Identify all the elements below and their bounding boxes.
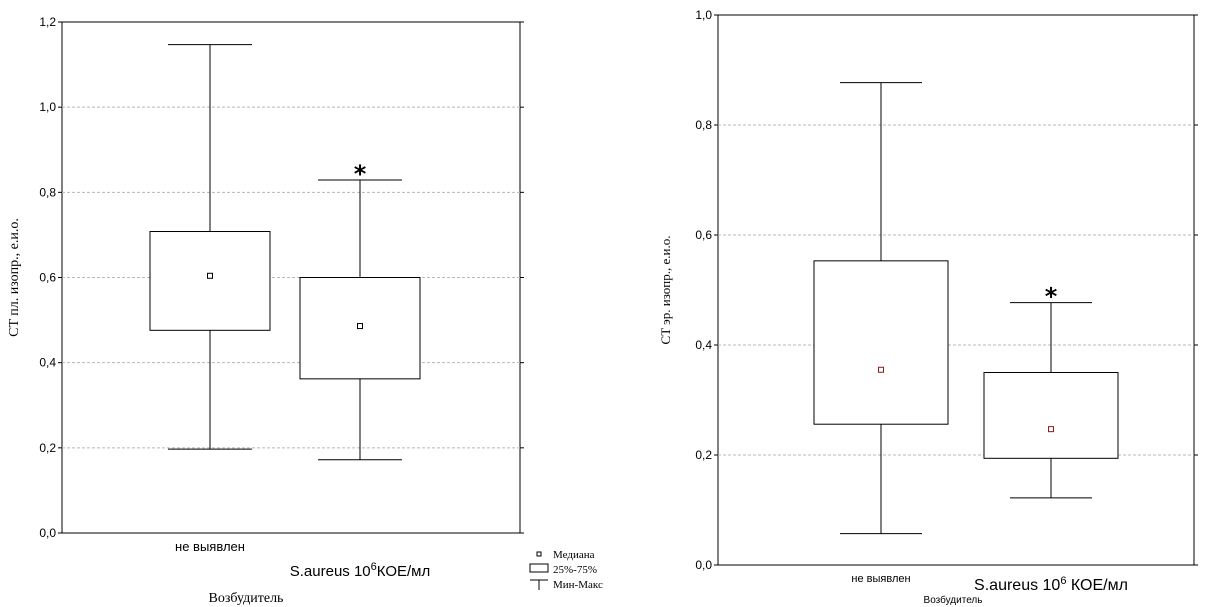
box-plot: *: [983, 283, 1119, 499]
x-tick-labels: не выявлен S.aureus 106 КОЕ/мл: [851, 573, 1128, 594]
y-tick-label: 0,0: [695, 558, 712, 572]
median-marker: [357, 323, 363, 330]
x-axis-label: Возбудитель: [209, 591, 284, 606]
plot-frame: [61, 21, 521, 534]
boxes: *: [149, 44, 421, 461]
legend-label: Медиана: [553, 549, 595, 561]
y-tick-label: 0,6: [39, 271, 56, 285]
y-tick-label: 0,4: [695, 338, 712, 352]
x-tick-label: не выявлен: [851, 573, 910, 585]
gridlines: [718, 124, 1194, 456]
median-marker: [207, 272, 213, 279]
legend-item: Медиана: [536, 549, 595, 561]
y-tick-label: 0,6: [695, 228, 712, 242]
legend-item: 25%-75%: [529, 563, 597, 576]
y-tick-label: 0,8: [695, 118, 712, 132]
significance-marker: *: [1045, 283, 1058, 311]
box-plot: *: [299, 160, 421, 461]
y-tick-label: 1,2: [39, 15, 56, 29]
median-marker: [878, 366, 884, 373]
y-tick-label: 0,2: [39, 441, 56, 455]
y-tick-label: 1,0: [695, 8, 712, 22]
legend-median-symbol: [536, 551, 542, 557]
chart-right: 0,0 0,2 0,4 0,6 0,8 1,0 * не выявлен S.aureus …: [658, 8, 1198, 606]
chart-left: 0,0 0,2 0,4 0,6 0,8 1,0 1,2 * не выявлен S.aure…: [7, 15, 603, 606]
y-axis-label: CT эр. изопр., е.и.о.: [658, 236, 673, 345]
y-tick-label: 0,4: [39, 356, 56, 370]
y-tick-label: 1,0: [39, 100, 56, 114]
legend: Медиана 25%-75% Мин-Макс: [529, 549, 603, 591]
boxes: *: [813, 82, 1119, 535]
legend-box-symbol: [529, 563, 549, 573]
x-tick-labels: не выявлен S.aureus 106КОЕ/мл: [175, 539, 430, 580]
iqr-box: [149, 231, 271, 331]
legend-label: Мин-Макс: [553, 579, 603, 591]
significance-marker: *: [354, 160, 367, 188]
y-ticks: 0,0 0,2 0,4 0,6 0,8 1,0: [695, 8, 1198, 572]
plot-frame: [717, 14, 1195, 566]
legend-item: Мин-Макс: [530, 579, 603, 591]
iqr-box: [983, 372, 1119, 459]
x-tick-label: S.aureus 106КОЕ/мл: [290, 561, 431, 580]
y-axis-label: CT пл. изопр., е.и.о.: [7, 218, 22, 337]
box-plot: [813, 82, 949, 535]
y-tick-label: 0,0: [39, 526, 56, 540]
box-plot: [149, 44, 271, 450]
legend-label: 25%-75%: [553, 564, 597, 576]
x-axis-label: Возбудитель: [924, 594, 983, 606]
x-tick-label: не выявлен: [175, 539, 245, 554]
y-tick-label: 0,2: [695, 448, 712, 462]
iqr-box: [813, 260, 949, 425]
gridlines: [62, 106, 520, 449]
y-tick-label: 0,8: [39, 185, 56, 199]
y-ticks: 0,0 0,2 0,4 0,6 0,8 1,0 1,2: [39, 15, 524, 540]
median-marker: [1048, 426, 1054, 433]
x-tick-label: S.aureus 106 КОЕ/мл: [974, 575, 1128, 594]
